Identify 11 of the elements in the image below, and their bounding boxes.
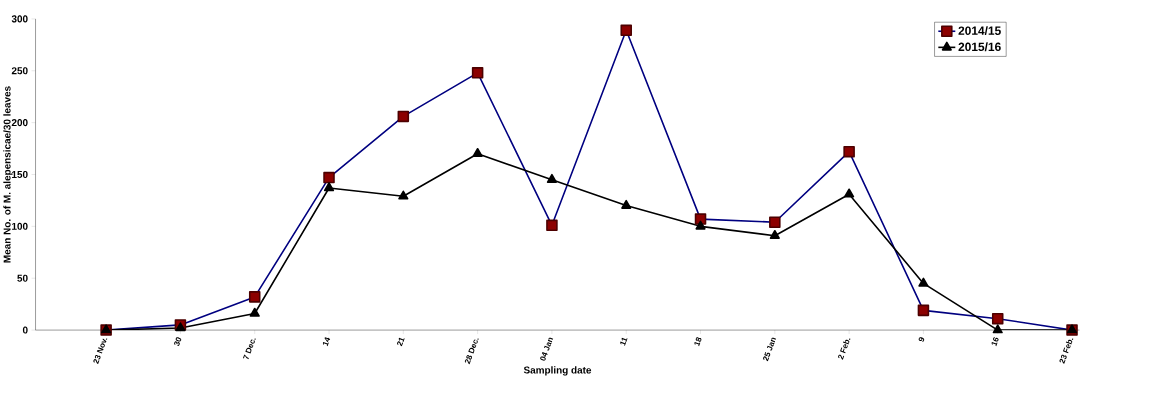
y-tick-label: 250 (11, 67, 28, 75)
y-tick-label: 0 (22, 326, 28, 334)
y-tick-label: 300 (11, 15, 28, 23)
legend-label: 2015/16 (958, 42, 1001, 52)
y-tick-label: 100 (12, 223, 28, 231)
y-tick-label: 150 (12, 171, 28, 179)
y-tick-label: 200 (11, 119, 28, 127)
legend-label: 2014/15 (958, 26, 1001, 36)
y-tick-label: 50 (17, 274, 28, 282)
x-axis-title: Sampling date (523, 366, 592, 376)
y-axis-title: Mean No. of M. alepensicae/30 leaves (3, 86, 13, 263)
